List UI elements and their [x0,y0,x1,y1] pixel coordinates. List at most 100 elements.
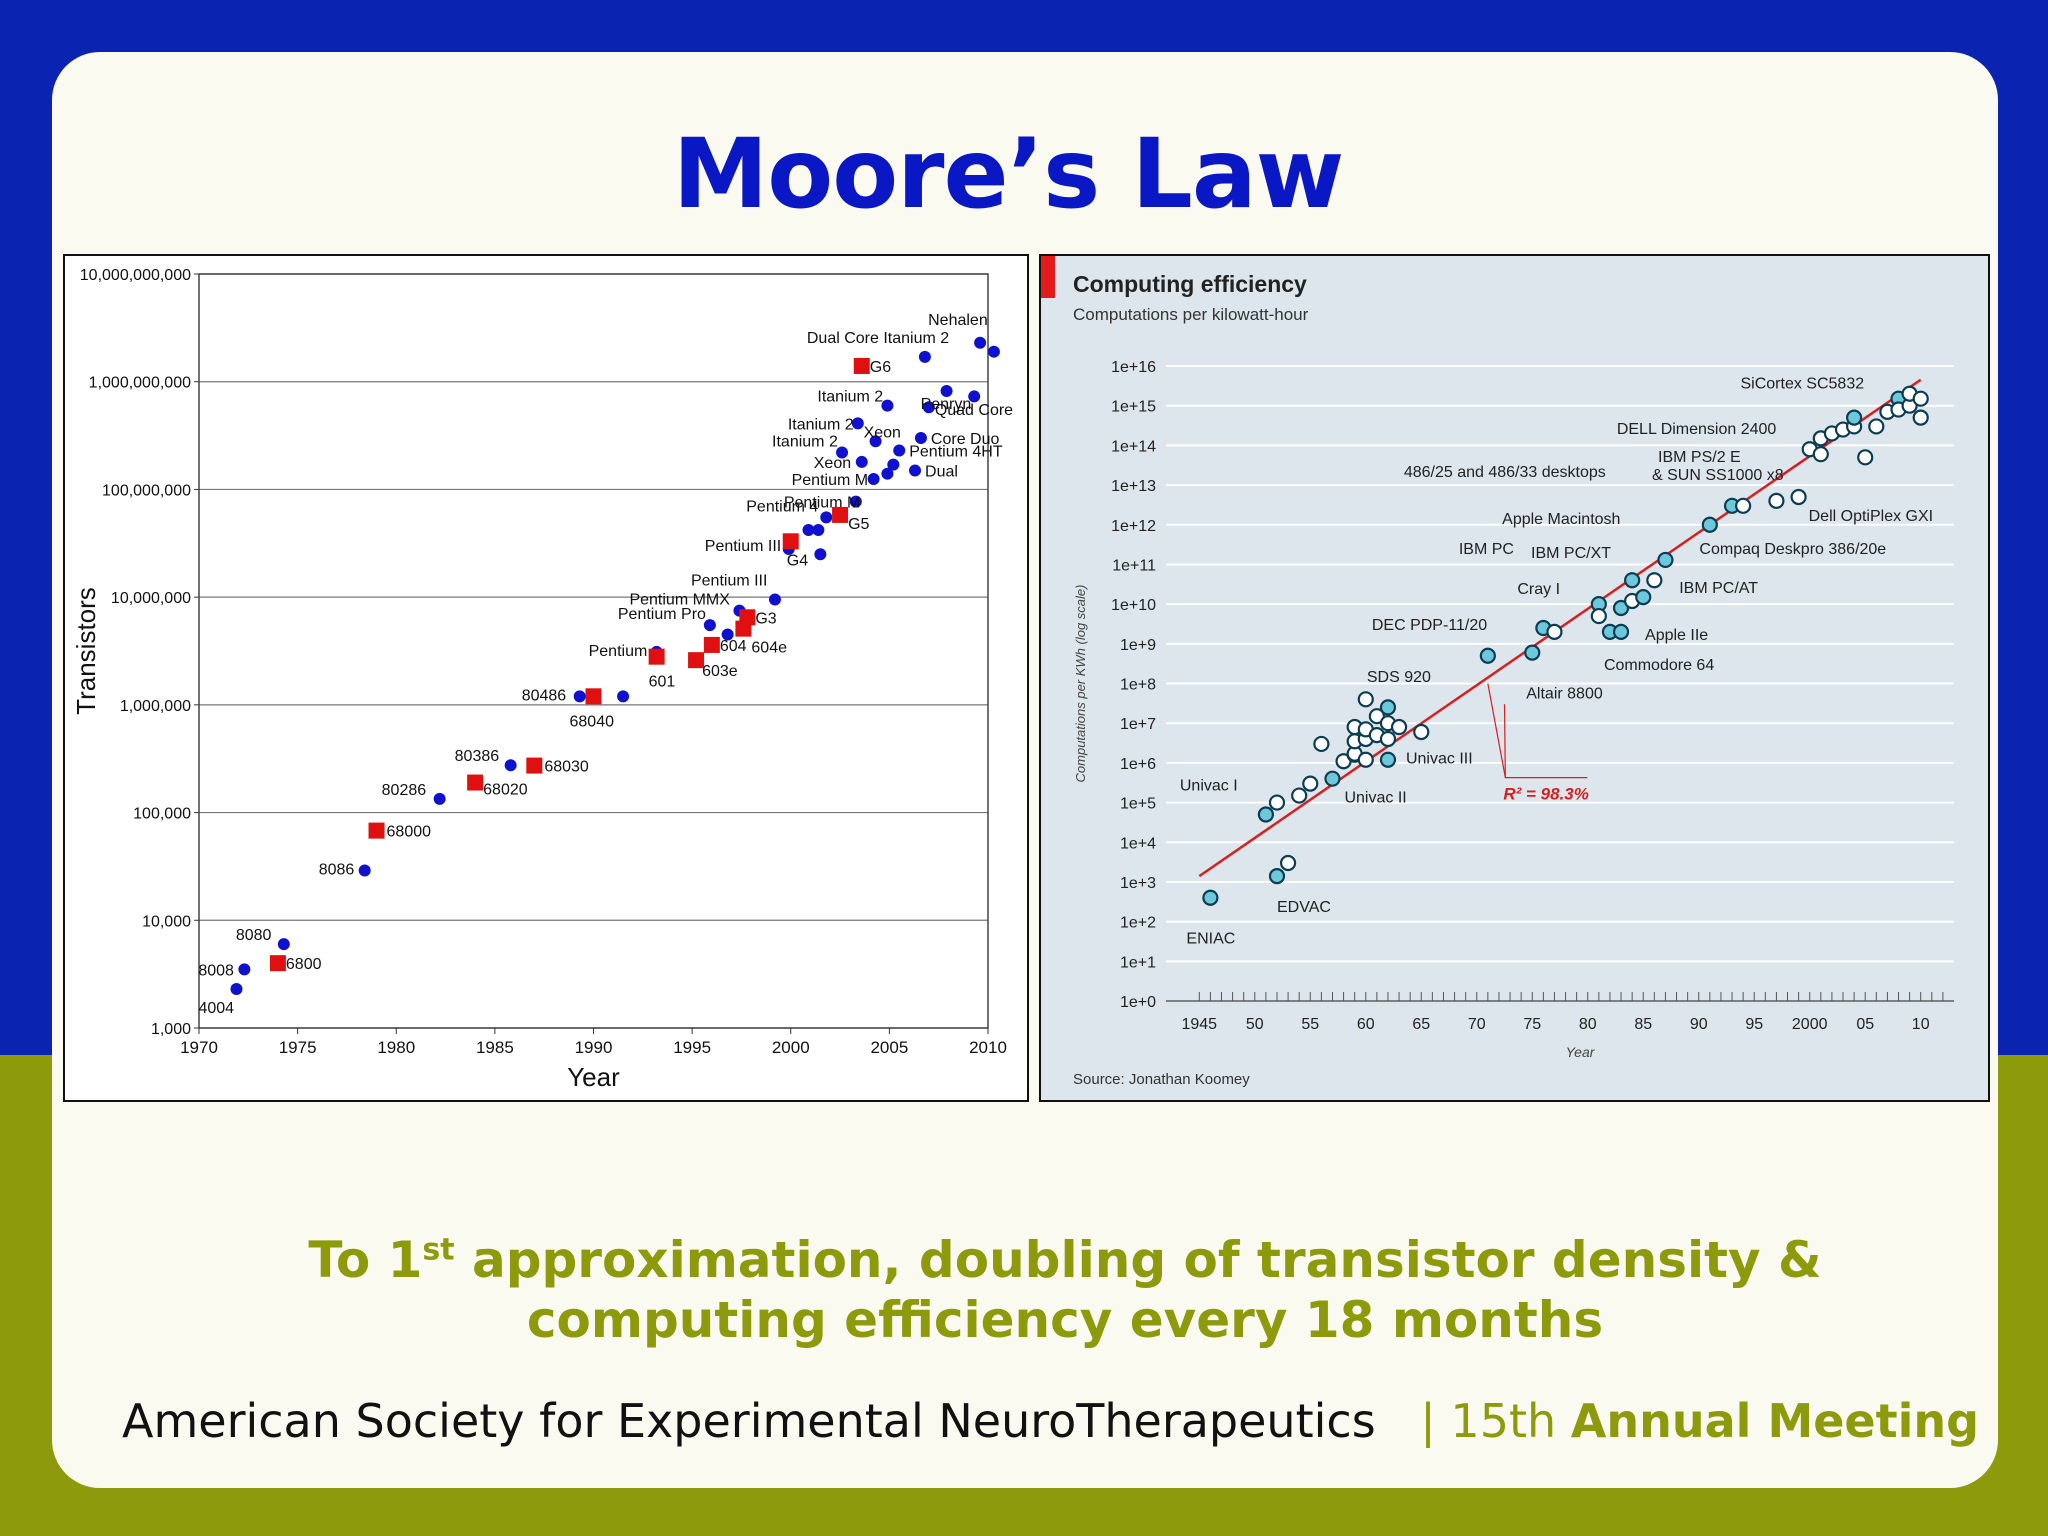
data-point [1379,751,1397,768]
data-point [867,472,880,485]
data-label: Pentium [589,643,648,660]
data-point [802,524,815,537]
x-axis-label: Year [567,1062,620,1092]
subtitle-line2: computing efficiency every 18 months [526,1291,1604,1349]
data-point [1279,854,1297,872]
y-axis-label: Computations per KWh (log scale) [1073,585,1088,783]
data-point [269,955,286,972]
data-label: SDS 920 [1367,669,1431,686]
y-tick-label: 1e+9 [1120,637,1156,654]
footer-meeting: Annual Meeting [1570,1394,1980,1448]
data-point [1257,806,1274,823]
data-label: Pentium 4HT [909,443,1003,460]
data-label: 4004 [198,1000,234,1017]
data-label: Cray I [1517,581,1560,598]
data-point [1291,787,1308,804]
y-tick-label: 10,000 [142,913,191,930]
subtitle-part1: To 1 [308,1231,423,1289]
data-label: G6 [870,359,891,376]
data-label: EDVAC [1277,899,1331,916]
efficiency-chart-panel: Computing efficiency Computations per kil… [1039,254,1990,1102]
y-tick-label: 100,000 [133,806,191,823]
data-point [526,757,543,774]
data-label: Dual Core Itanium 2 [807,330,949,347]
y-tick-label: 1e+16 [1111,359,1156,376]
x-tick-label: 65 [1412,1016,1430,1033]
data-point [1701,516,1718,533]
data-point [849,495,862,508]
y-tick-label: 100,000,000 [102,482,191,499]
fit-annotation-leader [1503,704,1506,778]
y-tick-label: 1e+11 [1112,557,1156,574]
data-point [1368,708,1385,725]
x-tick-label: 60 [1357,1016,1375,1033]
data-label: Itanium 2 [817,389,883,406]
x-tick-label: 1945 [1181,1016,1217,1033]
y-axis-label: Transistors [71,587,101,715]
data-label: Xeon [864,424,901,441]
data-point [1202,889,1219,906]
y-tick-label: 1e+7 [1120,716,1156,733]
slide-title: Moore’s Law [672,118,1345,230]
data-point [1790,488,1807,506]
data-point [881,399,894,412]
fit-label: R² = 98.3% [1503,785,1589,804]
data-label: G5 [848,516,869,533]
data-point [1479,647,1496,664]
chart-title: Computing efficiency [1073,271,1307,297]
x-tick-label: 2005 [870,1038,908,1057]
x-tick-label: 90 [1690,1016,1708,1033]
data-point [1735,497,1752,514]
data-point [940,384,953,397]
chart-subtitle: Computations per kilowatt-hour [1073,305,1309,324]
data-point [703,636,720,653]
y-tick-label: 1e+12 [1111,518,1156,535]
x-tick-label: 1970 [180,1038,218,1057]
data-label: Pentium Pro [618,606,706,623]
footer: American Society for Experimental NeuroT… [122,1394,2002,1448]
y-tick-label: 1,000,000 [120,698,191,715]
data-point [1324,770,1341,787]
x-tick-label: 1995 [673,1038,711,1057]
data-point [1846,409,1863,426]
data-point [1357,691,1374,708]
y-tick-label: 1e+10 [1111,597,1156,614]
data-point [1868,418,1885,435]
data-point [1379,730,1397,748]
data-point [648,648,665,665]
data-point [974,336,987,349]
data-label: IBM PC/AT [1679,580,1758,597]
data-point [1912,409,1929,426]
slide-subtitle: To 1st approximation, doubling of transi… [0,1230,2048,1350]
data-point [1657,551,1674,569]
x-tick-label: 1975 [279,1038,317,1057]
data-label: Dell OptiPlex GXI [1809,508,1933,525]
data-point [869,435,882,448]
x-tick-label: 85 [1634,1016,1652,1033]
data-label: 80386 [455,748,500,765]
data-point [585,688,602,705]
data-label: Dual [925,463,958,480]
data-point [1524,644,1541,661]
data-label: ENIAC [1186,931,1235,948]
data-label: Penryn [921,396,972,413]
data-point [968,390,981,403]
data-point [1413,723,1430,741]
data-point [467,774,484,791]
x-tick-label: 2010 [969,1038,1007,1057]
data-point [914,432,927,445]
data-point [1912,390,1929,407]
subtitle-part2: approximation, doubling of transistor de… [454,1231,1822,1289]
data-label: Pentium M [792,472,868,489]
data-label: Quad Core [935,402,1013,419]
y-tick-label: 1e+13 [1111,478,1156,495]
y-tick-label: 1e+2 [1120,915,1156,932]
data-point [1313,735,1330,753]
data-label: 68040 [570,713,615,730]
data-point [855,455,868,468]
data-label: Apple IIe [1645,627,1708,644]
y-tick-label: 10,000,000,000 [80,267,191,284]
data-point [1268,794,1286,811]
y-tick-label: 1e+1 [1120,954,1156,971]
data-label: Apple Macintosh [1502,511,1620,528]
